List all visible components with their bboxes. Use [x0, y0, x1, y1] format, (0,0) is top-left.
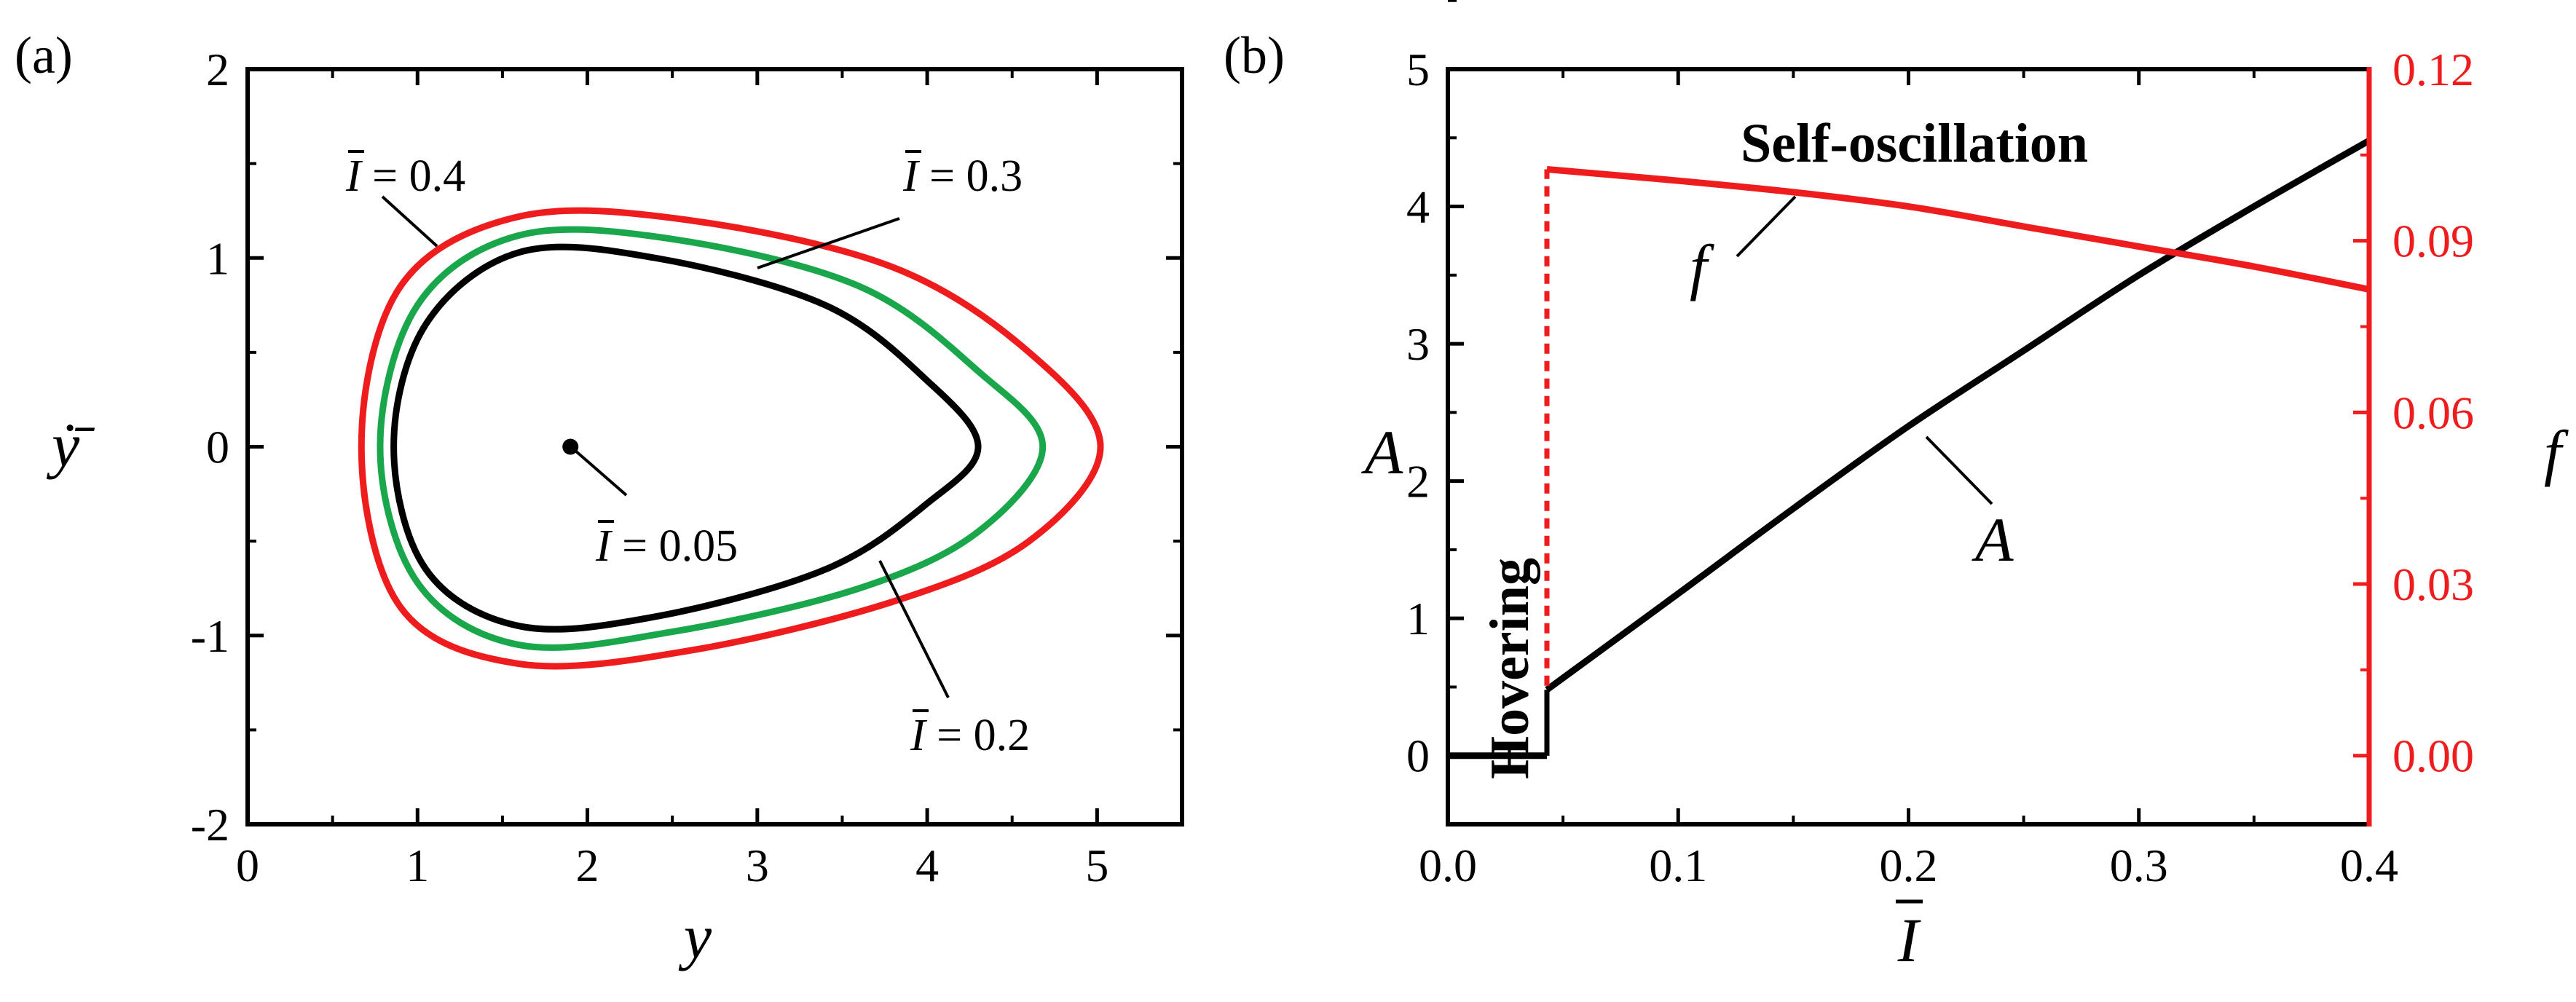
a-x-tick-label: 3 — [746, 840, 769, 891]
a-x-tick-label: 5 — [1085, 840, 1108, 891]
a-y-tick-label: 1 — [206, 232, 229, 284]
panel-b: (b) 0.0 0.1 0.2 0.3 0.40123450.000.030.060.0… — [1224, 0, 2569, 975]
annot-i-02-symbol: I — [910, 711, 928, 760]
panel-b-curves — [1448, 138, 2371, 760]
limit-cycle-2 — [390, 243, 982, 633]
leader-line-005 — [568, 444, 628, 497]
annot-i-03-symbol: I — [902, 151, 921, 201]
panel-a-frame — [245, 67, 1184, 827]
limit-cycle-0 — [358, 207, 1104, 670]
svg-text:I = 0.05: I = 0.05 — [595, 521, 738, 571]
limit-cycle-1 — [377, 226, 1047, 651]
panel-a-y-label: ẏ̄ — [46, 410, 95, 480]
annot-i-02-text: = 0.2 — [926, 711, 1030, 760]
self-oscillation-label: Self-oscillation — [1741, 113, 2088, 174]
b-y-right-tick-label: 0.00 — [2392, 730, 2474, 782]
panel-a-label: (a) — [15, 26, 73, 84]
panel-a-curves — [358, 207, 1104, 670]
leader-line-04 — [381, 195, 438, 248]
leader-line-a — [1925, 435, 1993, 505]
annotation-i-02: I = 0.2 — [910, 709, 1030, 760]
a-y-tick-label: -2 — [191, 799, 229, 851]
b-y-left-tick-label: 1 — [1406, 593, 1430, 644]
b-y-left-tick-label: 3 — [1406, 318, 1430, 370]
b-y-right-tick-label: 0.12 — [2392, 44, 2474, 95]
b-x-tick-label: 0.1 — [1649, 840, 1707, 891]
annot-i-04-symbol: I — [345, 151, 363, 201]
a-x-tick-label: 2 — [576, 840, 599, 891]
series-f — [1546, 165, 2370, 293]
b-x-tick-label: 0.2 — [1880, 840, 1938, 891]
a-y-tick-label: 0 — [206, 422, 229, 473]
series-a — [1545, 138, 2371, 693]
leader-line-02 — [878, 560, 950, 698]
panel-b-tick-labels: 0.0 0.1 0.2 0.3 0.4 0 1 2 3 4 5 0.00 0.03 0.06 0.09 0.1… — [1406, 44, 2474, 891]
b-y-right-tick-label: 0.06 — [2392, 387, 2474, 438]
leader-line-03 — [757, 217, 900, 269]
a-y-tick-label: 2 — [206, 44, 229, 95]
b-y-right-tick-label: 0.09 — [2392, 216, 2474, 267]
panel-b-x-label: I — [1897, 905, 1921, 975]
annotation-i-005: I = 0.05 — [595, 520, 738, 571]
annot-i-03-text: = 0.3 — [918, 151, 1023, 201]
b-x-tick-label: 0.0 — [1419, 840, 1477, 891]
a-x-tick-label: 0 — [236, 840, 259, 891]
leader-line-f — [1736, 195, 1797, 258]
panel-b-y-left-label: A — [1361, 417, 1403, 487]
annot-i-04-text: = 0.4 — [361, 151, 465, 201]
annotation-i-03: I = 0.3 — [902, 150, 1023, 201]
svg-text:I = 0.3: I = 0.3 — [902, 151, 1023, 201]
b-y-right-tick-label: 0.03 — [2392, 559, 2474, 610]
svg-text:I = 0.2: I = 0.2 — [910, 711, 1030, 760]
b-y-left-tick-label: 5 — [1406, 44, 1430, 95]
a-x-tick-label: 4 — [915, 840, 939, 891]
b-y-left-tick-label: 4 — [1406, 181, 1430, 233]
a-y-tick-label: -1 — [191, 610, 229, 662]
annotation-i-04: I = 0.4 — [345, 150, 465, 201]
f-curve-label: f — [1690, 232, 1714, 301]
b-y-left-tick-label: 0 — [1406, 730, 1430, 782]
panel-a: (a) 0 1 2 3 4 5 -2 -1 0 1 2 y ẏ̄ I = 0.4 I = 0.3 I… — [15, 26, 1184, 971]
b-y-left-tick-label: 2 — [1406, 456, 1430, 508]
a-curve-label: A — [1972, 505, 2014, 575]
b-x-tick-label: 0.4 — [2340, 840, 2398, 891]
a-x-tick-label: 1 — [406, 840, 429, 891]
hovering-label: Hovering — [1479, 558, 1540, 779]
svg-text:I = 0.4: I = 0.4 — [345, 151, 465, 201]
panel-b-x-label-group: I — [1896, 899, 1923, 975]
annot-i-005-text: = 0.05 — [611, 521, 738, 571]
panel-a-tick-labels: 0 1 2 3 4 5 -2 -1 0 1 2 — [191, 44, 1109, 891]
panel-a-x-label: y — [678, 902, 712, 971]
annot-i-005-symbol: I — [595, 521, 613, 571]
panel-b-label: (b) — [1224, 26, 1285, 84]
b-x-tick-label: 0.3 — [2110, 840, 2168, 891]
panel-b-y-right-label: f — [2544, 417, 2569, 487]
